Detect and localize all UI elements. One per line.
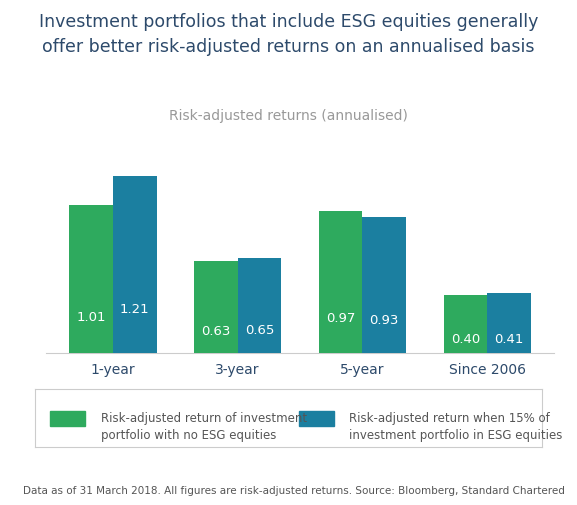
Text: 1.21: 1.21 bbox=[120, 303, 149, 316]
Text: 0.41: 0.41 bbox=[494, 332, 524, 345]
Text: Risk-adjusted returns (annualised): Risk-adjusted returns (annualised) bbox=[169, 109, 408, 123]
Bar bbox=[238, 259, 282, 354]
Bar bbox=[319, 212, 362, 354]
Text: 0.40: 0.40 bbox=[451, 332, 480, 345]
Text: Risk-adjusted return of investment
portfolio with no ESG equities: Risk-adjusted return of investment portf… bbox=[100, 411, 307, 441]
Bar bbox=[487, 293, 531, 354]
Text: 0.93: 0.93 bbox=[369, 313, 399, 326]
Text: 0.65: 0.65 bbox=[245, 323, 274, 336]
FancyBboxPatch shape bbox=[299, 411, 334, 427]
Text: 0.97: 0.97 bbox=[326, 312, 355, 325]
Bar bbox=[194, 262, 238, 354]
Bar bbox=[113, 177, 156, 354]
Text: Risk-adjusted return when 15% of
investment portfolio in ESG equities: Risk-adjusted return when 15% of investm… bbox=[350, 411, 563, 441]
Bar bbox=[444, 295, 487, 353]
Text: Data as of 31 March 2018. All figures are risk-adjusted returns. Source: Bloombe: Data as of 31 March 2018. All figures ar… bbox=[23, 485, 565, 495]
Bar bbox=[69, 206, 113, 354]
Bar bbox=[362, 218, 406, 354]
Text: 0.63: 0.63 bbox=[201, 324, 231, 337]
Text: 1.01: 1.01 bbox=[76, 310, 106, 323]
FancyBboxPatch shape bbox=[50, 411, 85, 427]
Text: Investment portfolios that include ESG equities generally
offer better risk-adju: Investment portfolios that include ESG e… bbox=[39, 13, 538, 56]
